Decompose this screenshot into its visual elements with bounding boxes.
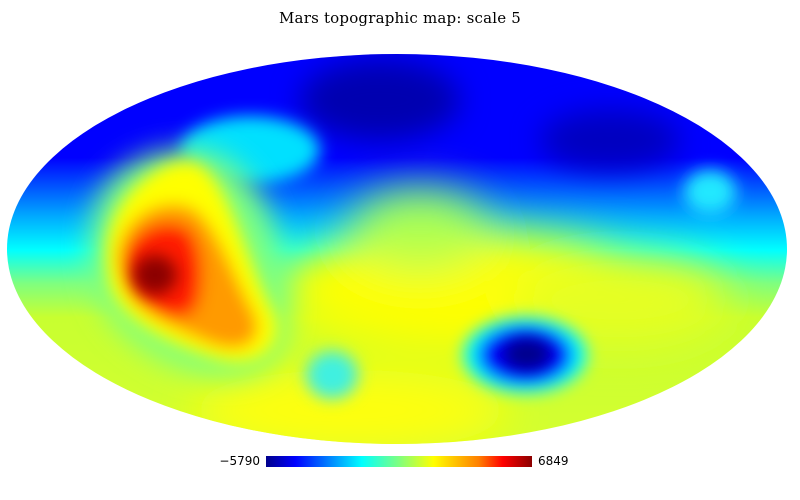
colorbar-min-label: −5790 [219,454,260,468]
tharsis-highland [90,149,288,377]
yellow-lowlands [190,190,730,444]
hellas-basin [463,317,587,393]
colorbar-max-label: 6849 [538,454,569,468]
colorbar [266,456,532,467]
map-title: Mars topographic map: scale 5 [279,9,521,27]
north-deep-lows [300,60,680,170]
